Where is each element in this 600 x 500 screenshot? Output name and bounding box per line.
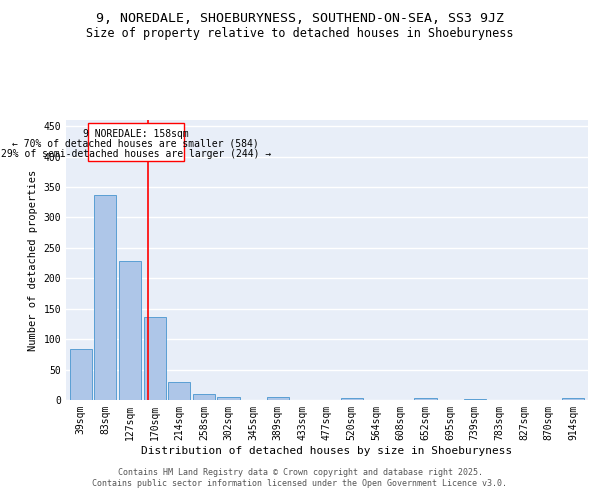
Bar	[94, 195, 116, 400]
Bar	[415, 398, 437, 400]
Text: 9, NOREDALE, SHOEBURYNESS, SOUTHEND-ON-SEA, SS3 9JZ: 9, NOREDALE, SHOEBURYNESS, SOUTHEND-ON-S…	[96, 12, 504, 26]
Text: Contains HM Land Registry data © Crown copyright and database right 2025.
Contai: Contains HM Land Registry data © Crown c…	[92, 468, 508, 487]
Bar	[266, 397, 289, 400]
Bar	[193, 394, 215, 400]
Bar	[143, 317, 166, 400]
Bar	[168, 382, 190, 400]
Text: 9 NOREDALE: 158sqm: 9 NOREDALE: 158sqm	[83, 129, 188, 139]
Bar	[119, 260, 141, 400]
X-axis label: Distribution of detached houses by size in Shoeburyness: Distribution of detached houses by size …	[142, 446, 512, 456]
Bar	[464, 399, 486, 400]
Bar	[341, 398, 363, 400]
Bar	[217, 397, 239, 400]
Text: ← 70% of detached houses are smaller (584): ← 70% of detached houses are smaller (58…	[13, 139, 259, 149]
Y-axis label: Number of detached properties: Number of detached properties	[28, 170, 38, 350]
Text: 29% of semi-detached houses are larger (244) →: 29% of semi-detached houses are larger (…	[1, 148, 271, 158]
FancyBboxPatch shape	[88, 123, 184, 161]
Bar	[562, 398, 584, 400]
Text: Size of property relative to detached houses in Shoeburyness: Size of property relative to detached ho…	[86, 28, 514, 40]
Bar	[70, 349, 92, 400]
